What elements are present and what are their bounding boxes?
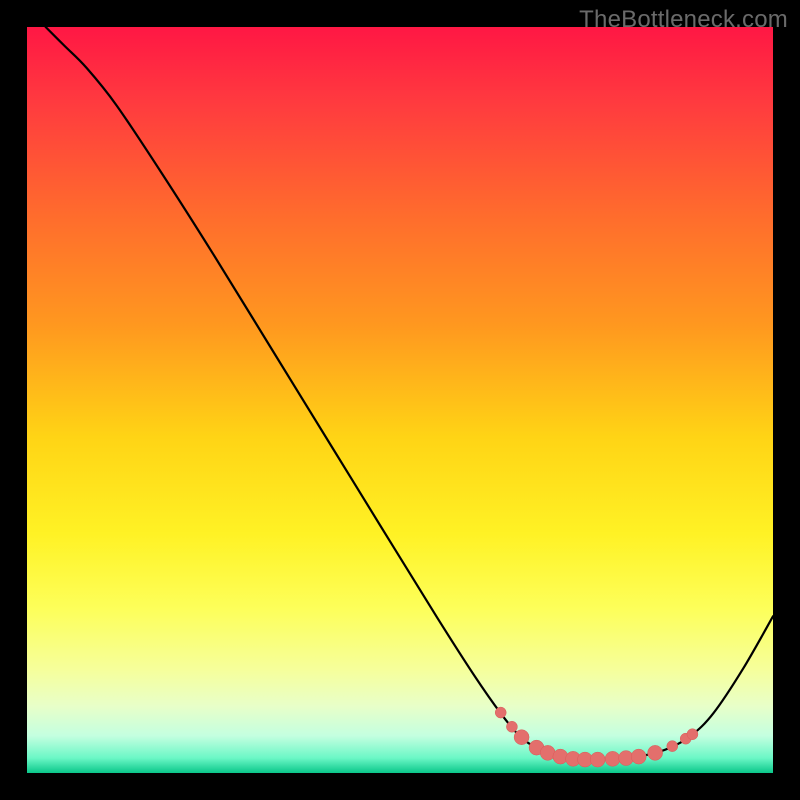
marker-dot: [590, 752, 605, 767]
marker-dot: [687, 729, 698, 740]
marker-dot: [605, 751, 620, 766]
marker-dot: [553, 749, 568, 764]
watermark-text: TheBottleneck.com: [579, 6, 788, 34]
bottleneck-curve-chart: [0, 0, 800, 800]
marker-dot: [495, 707, 506, 718]
marker-dot: [506, 721, 517, 732]
marker-dot: [648, 745, 663, 760]
marker-dot: [514, 730, 529, 745]
marker-dot: [667, 741, 678, 752]
chart-container: [0, 0, 800, 800]
marker-dot: [631, 749, 646, 764]
